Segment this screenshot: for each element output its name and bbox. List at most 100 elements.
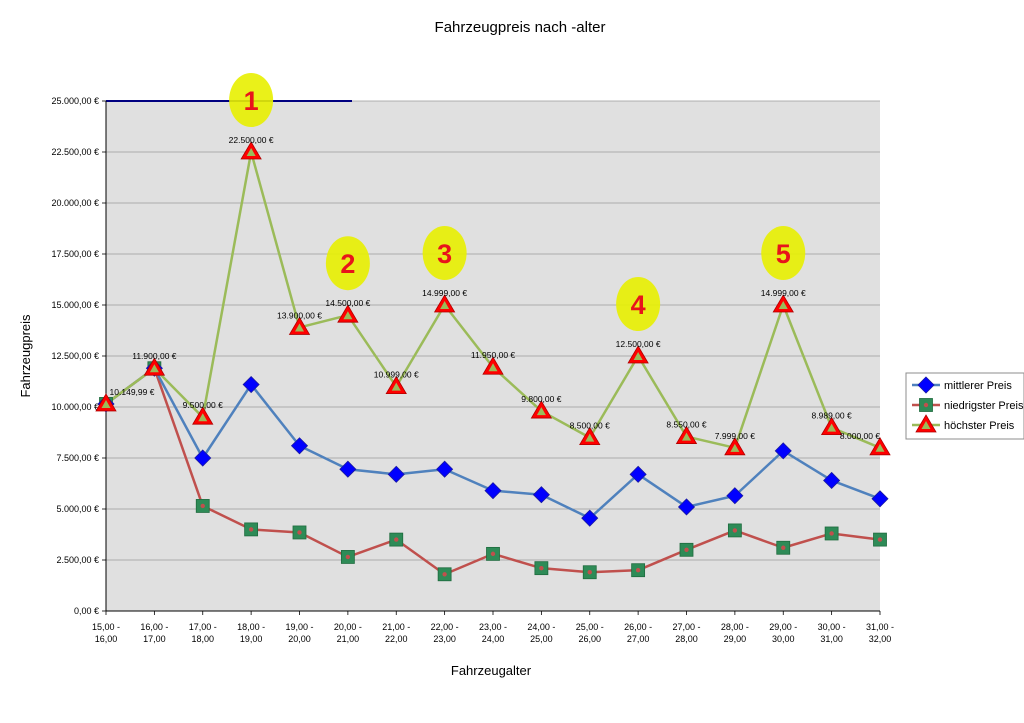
data-point-2-center [488,363,498,372]
data-point-0 [774,442,792,460]
data-point-1-center [539,565,544,571]
data-label: 9.800,00 € [521,394,561,404]
data-label: 12.500,00 € [616,339,661,349]
data-point-1-center [781,545,786,550]
data-point-2 [675,425,698,444]
callout-highlight [761,226,806,281]
x-tick-label: 26,00 [578,634,601,644]
x-tick-label: 17,00 - [189,622,217,632]
data-point-2 [95,393,117,412]
data-point-1 [824,526,839,541]
data-point-2 [772,294,794,313]
legend: mittlerer Preis niedrigster Preis höchster… [905,372,1024,440]
legend-label: höchster Preis [944,420,1015,432]
data-label: 22.500,00 € [229,135,274,145]
data-point-1 [340,550,355,564]
data-point-0 [339,460,357,478]
y-tick-label: 25.000,00 € [51,96,99,106]
data-point-2 [288,316,311,335]
x-tick-label: 31,00 - [866,622,894,632]
y-axis-title: Fahrzeugpreis [18,314,33,398]
data-point-1-center [732,528,738,533]
data-point-2 [240,141,262,160]
data-point-2-center [440,301,450,310]
x-tick-label: 29,00 [724,634,747,644]
x-axis-title: Fahrzeugalter [451,663,532,678]
data-point-0 [242,375,260,394]
callout-highlight [616,277,661,331]
data-point-2 [530,400,553,419]
x-tick-label: 30,00 - [818,622,846,632]
data-point-1 [534,561,549,576]
x-tick-label: 19,00 [240,634,263,644]
data-point-2 [192,406,214,425]
x-tick-label: 26,00 - [624,622,652,632]
data-point-0 [436,460,454,478]
data-point-1-center [829,531,834,536]
data-point-2-center [682,432,691,441]
data-point-1-center [490,551,496,557]
data-point-2-center [585,433,595,442]
data-point-1 [679,542,694,557]
legend-label: niedrigster Preis [944,400,1024,412]
x-tick-label: 30,00 [772,634,795,644]
data-point-2-center [730,443,740,452]
data-point-0 [484,482,502,500]
y-tick-label: 22.500,00 € [51,147,99,157]
data-point-1-center [345,554,351,560]
x-tick-label: 28,00 [675,634,698,644]
x-tick-label: 25,00 - [576,622,604,632]
data-label: 8.500,00 € [570,421,610,431]
legend-marker-center [921,421,931,429]
data-point-2 [385,375,407,395]
callout-number: 1 [244,86,259,116]
data-point-2-center [198,413,208,422]
data-point-0 [581,509,599,527]
x-tick-label: 22,00 - [431,622,459,632]
y-tick-label: 15.000,00 € [51,300,99,310]
x-tick-label: 29,00 - [769,622,797,632]
y-tick-label: 17.500,00 € [51,249,99,259]
x-tick-label: 16,00 [95,634,118,644]
data-point-2 [337,304,359,323]
callout-number: 5 [776,239,791,269]
data-label: 14.999,00 € [761,288,806,298]
x-tick-label: 17,00 [143,634,166,644]
callout-highlight [229,73,274,127]
data-point-1 [389,532,404,547]
data-point-1 [244,522,259,537]
data-label: 11.900,00 € [132,351,177,361]
x-tick-label: 22,00 [385,634,408,644]
x-tick-label: 28,00 - [721,622,749,632]
y-tick-label: 5.000,00 € [56,504,99,514]
data-point-2 [143,357,166,376]
data-point-0 [290,437,309,455]
x-tick-label: 27,00 [627,634,650,644]
y-tick-label: 12.500,00 € [51,351,99,361]
data-label: 8.000,00 € [840,431,880,441]
data-point-2-center [149,364,159,373]
data-point-1 [486,546,500,561]
data-point-1 [631,563,646,578]
data-label: 10.999,00 € [374,370,419,380]
data-point-1 [292,525,307,540]
data-point-2-center [246,148,256,156]
data-point-2-center [827,423,837,432]
x-tick-label: 18,00 - [237,622,265,632]
data-label: 8.550,00 € [666,420,706,430]
data-point-1 [873,532,887,547]
data-point-0 [726,487,744,505]
data-point-1 [195,499,210,513]
data-point-1-center [297,530,302,535]
data-point-1-center [635,568,641,573]
data-point-1-center [442,572,447,577]
data-label: 8.989,00 € [812,411,852,421]
x-tick-label: 32,00 [869,634,892,644]
data-point-0 [532,486,550,504]
data-point-0 [194,449,212,467]
data-point-2 [869,437,891,456]
legend-marker [917,376,935,394]
data-label: 7.999,00 € [715,431,755,441]
callout-number: 2 [340,249,355,279]
